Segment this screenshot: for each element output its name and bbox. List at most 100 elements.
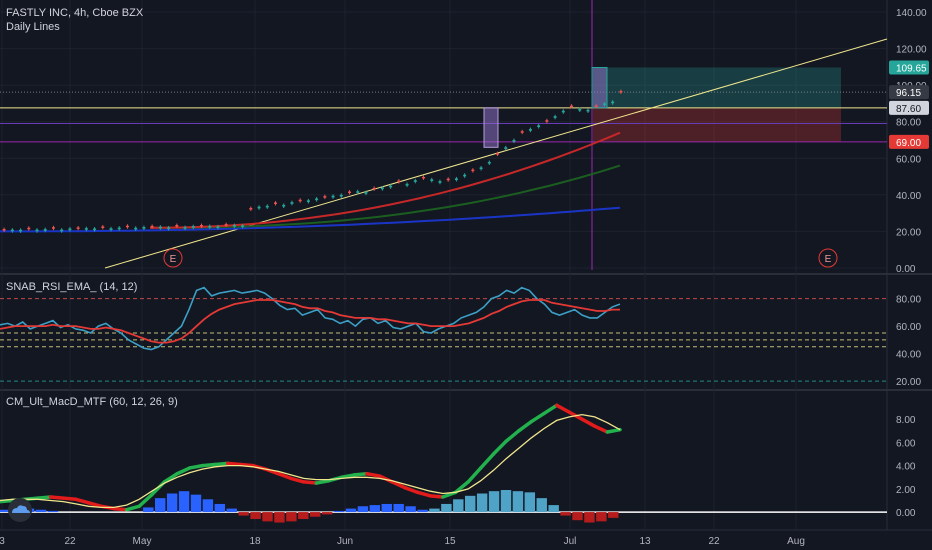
macd-line-segment [554,403,572,414]
earnings-marker-label: E [170,254,177,265]
candle-body [315,198,319,201]
macd-line-segment [0,498,15,504]
macd-line-segment [36,495,53,500]
candle-body [553,116,557,118]
cloud-icon[interactable] [8,498,32,522]
highlight-box-1 [483,107,499,148]
macd-line-segment [365,472,382,478]
candle-body [356,191,360,193]
highlight-box-2 [591,66,608,109]
macd-line-segment [112,506,129,512]
macd-histogram-bar [0,509,11,513]
main-panel-overlays [0,0,888,270]
y-tick-main: 20.00 [896,227,921,238]
macd-histogram-bar [321,512,333,515]
x-tick: 3 [0,536,5,547]
y-tick-main: 80.00 [896,118,921,129]
macd-histogram-bar [226,508,237,513]
candle-body [512,140,516,142]
x-tick: 18 [249,536,261,547]
macd-histogram-bar [488,491,500,513]
chart-subtitle: Daily Lines [6,21,60,33]
y-tick-main: 40.00 [896,191,921,202]
x-tick: Aug [787,536,805,547]
macd-line-segment [162,472,179,484]
candle-body [224,224,228,226]
profit-zone [593,67,841,108]
macd-histogram-bar [465,495,476,513]
candles-group [2,89,623,233]
macd-histogram-bar [190,494,202,513]
candle-body [109,228,113,230]
macd-histogram-bar [262,512,273,522]
macd-signal-line [0,413,621,509]
candle-body [208,225,212,228]
macd-line-segment [48,495,66,500]
macd-histogram-bar [369,505,381,513]
rsi-panel [0,286,887,382]
candle-body [60,229,64,232]
candle-body [101,226,105,228]
candle-body [51,227,55,229]
loss-zone [593,107,841,142]
candle-body [68,228,72,231]
macd-line-segment [289,476,306,484]
macd-histogram-bar [286,512,297,522]
macd-histogram-bar [143,507,154,513]
candle-body [216,226,220,228]
candle-body [298,199,302,202]
candle-body [84,228,88,230]
candle-body [142,227,146,229]
macd-line-segment [517,419,534,433]
candle-body [19,229,23,232]
macd-histogram-bar [381,503,392,513]
macd-line-segment [466,466,483,484]
candle-body [134,227,138,230]
candle-body [323,196,327,198]
candle-body [520,131,524,133]
x-tick: 22 [64,536,76,547]
macd-line-segment [226,461,243,467]
macd-line-segment [504,429,521,444]
macd-histogram-bar [310,512,321,517]
price-badge [889,100,929,115]
candle-body [528,129,532,131]
candle-body [331,195,335,198]
y-tick-macd: 6.00 [896,438,916,449]
macd-line-segment [580,417,597,428]
candle-body [117,227,121,230]
candle-body [125,225,129,228]
candle-body [413,180,417,182]
macd-histogram-bar [608,512,619,518]
macd-title: CM_Ult_MacD_MTF (60, 12, 26, 9) [6,396,178,408]
macd-line-segment [314,478,331,485]
macd-line-segment [415,490,432,498]
macd-line-segment [137,492,154,509]
moving-average-blue [0,206,621,233]
candle-body [273,202,277,204]
candle-body [619,90,623,93]
candle-body [570,105,574,108]
macd-line-segment [592,424,610,434]
y-tick-macd: 8.00 [896,415,916,426]
macd-line-segment [403,485,420,495]
candle-body [537,125,541,128]
candle-body [241,225,245,228]
macd-histogram-bar [512,491,524,513]
x-tick: Jul [564,536,577,547]
macd-line-segment [339,473,357,479]
macd-line-segment [301,480,319,485]
macd-histogram-bar [500,490,512,513]
candle-body [389,185,393,188]
candle-body [150,225,154,228]
earnings-marker-1[interactable]: E [163,248,183,268]
macd-line-segment [74,497,91,505]
earnings-marker-2[interactable]: E [818,248,838,268]
macd-line-segment [124,504,141,512]
candle-body [578,108,582,111]
macd-histogram-bar [333,510,345,513]
candle-body [471,169,475,172]
candle-body [290,202,294,204]
candle-body [487,161,491,164]
